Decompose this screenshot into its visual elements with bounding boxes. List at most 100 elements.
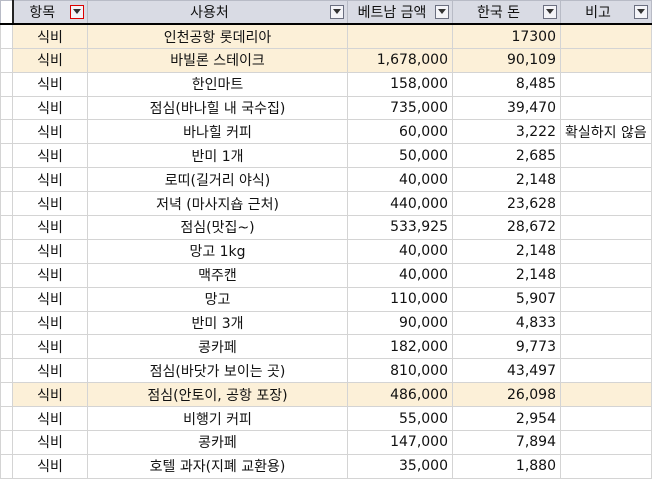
cell-krw[interactable]: 2,148 xyxy=(452,262,561,288)
filter-dropdown-icon[interactable] xyxy=(70,5,84,19)
cell-vendor[interactable]: 점심(안토이, 공항 포장) xyxy=(87,382,348,408)
filter-dropdown-icon[interactable] xyxy=(435,5,449,19)
cell-note[interactable] xyxy=(560,406,652,432)
cell-vendor[interactable]: 저녁 (마사지숍 근처) xyxy=(87,191,348,217)
cell-vnd[interactable]: 158,000 xyxy=(347,71,453,97)
cell-category[interactable]: 식비 xyxy=(12,143,88,169)
cell-category[interactable]: 식비 xyxy=(12,262,88,288)
cell-vnd[interactable]: 735,000 xyxy=(347,95,453,121)
cell-vnd[interactable]: 90,000 xyxy=(347,310,453,336)
cell-vendor[interactable]: 바나힐 커피 xyxy=(87,119,348,145)
cell-krw[interactable]: 2,954 xyxy=(452,406,561,432)
cell-vendor[interactable]: 점심(맛집~) xyxy=(87,215,348,240)
cell-vendor[interactable]: 망고 xyxy=(87,286,348,312)
cell-vnd[interactable]: 40,000 xyxy=(347,167,453,193)
cell-note[interactable] xyxy=(560,358,652,384)
cell-category[interactable]: 식비 xyxy=(12,167,88,193)
cell-vendor[interactable]: 망고 1kg xyxy=(87,238,348,264)
cell-krw[interactable]: 2,685 xyxy=(452,143,561,169)
cell-category[interactable]: 식비 xyxy=(12,191,88,217)
cell-vendor[interactable]: 맥주캔 xyxy=(87,262,348,288)
cell-category[interactable]: 식비 xyxy=(12,238,88,264)
cell-note[interactable] xyxy=(560,382,652,408)
cell-vnd[interactable] xyxy=(347,23,453,49)
cell-note[interactable] xyxy=(560,71,652,97)
cell-note[interactable] xyxy=(560,286,652,312)
cell-note[interactable] xyxy=(560,95,652,121)
cell-vnd[interactable]: 440,000 xyxy=(347,191,453,217)
cell-category[interactable]: 식비 xyxy=(12,215,88,240)
cell-note[interactable]: 확실하지 않음 xyxy=(560,119,652,145)
cell-vnd[interactable]: 182,000 xyxy=(347,334,453,360)
cell-krw[interactable]: 26,098 xyxy=(452,382,561,408)
cell-vnd[interactable]: 486,000 xyxy=(347,382,453,408)
cell-note[interactable] xyxy=(560,215,652,240)
cell-vendor[interactable]: 콩카페 xyxy=(87,334,348,360)
cell-vendor[interactable]: 인천공항 롯데리아 xyxy=(87,23,348,49)
cell-category[interactable]: 식비 xyxy=(12,406,88,432)
cell-krw[interactable]: 43,497 xyxy=(452,358,561,384)
cell-note[interactable] xyxy=(560,191,652,217)
cell-krw[interactable]: 4,833 xyxy=(452,310,561,336)
cell-krw[interactable]: 2,148 xyxy=(452,167,561,193)
cell-note[interactable] xyxy=(560,23,652,49)
cell-vnd[interactable]: 147,000 xyxy=(347,430,453,455)
cell-vnd[interactable]: 110,000 xyxy=(347,286,453,312)
cell-vnd[interactable]: 1,678,000 xyxy=(347,47,453,73)
cell-category[interactable]: 식비 xyxy=(12,286,88,312)
cell-vendor[interactable]: 콩카페 xyxy=(87,430,348,455)
cell-vendor[interactable]: 로띠(길거리 야식) xyxy=(87,167,348,193)
filter-dropdown-icon[interactable] xyxy=(330,5,344,19)
cell-krw[interactable]: 23,628 xyxy=(452,191,561,217)
cell-krw[interactable]: 2,148 xyxy=(452,238,561,264)
cell-category[interactable]: 식비 xyxy=(12,47,88,73)
cell-vendor[interactable]: 한인마트 xyxy=(87,71,348,97)
cell-vnd[interactable]: 50,000 xyxy=(347,143,453,169)
cell-krw[interactable]: 90,109 xyxy=(452,47,561,73)
filter-dropdown-icon[interactable] xyxy=(634,5,648,19)
cell-vnd[interactable]: 35,000 xyxy=(347,453,453,479)
cell-vendor[interactable]: 점심(바나힐 내 국수집) xyxy=(87,95,348,121)
cell-vendor[interactable]: 바빌론 스테이크 xyxy=(87,47,348,73)
cell-krw[interactable]: 1,880 xyxy=(452,453,561,479)
cell-category[interactable]: 식비 xyxy=(12,430,88,455)
cell-category[interactable]: 식비 xyxy=(12,310,88,336)
cell-category[interactable]: 식비 xyxy=(12,23,88,49)
cell-category[interactable]: 식비 xyxy=(12,334,88,360)
cell-note[interactable] xyxy=(560,310,652,336)
filter-dropdown-icon[interactable] xyxy=(543,5,557,19)
cell-vnd[interactable]: 40,000 xyxy=(347,238,453,264)
cell-krw[interactable]: 39,470 xyxy=(452,95,561,121)
cell-krw[interactable]: 3,222 xyxy=(452,119,561,145)
cell-vnd[interactable]: 810,000 xyxy=(347,358,453,384)
cell-note[interactable] xyxy=(560,238,652,264)
cell-note[interactable] xyxy=(560,453,652,479)
cell-vnd[interactable]: 60,000 xyxy=(347,119,453,145)
cell-vnd[interactable]: 533,925 xyxy=(347,215,453,240)
cell-category[interactable]: 식비 xyxy=(12,382,88,408)
cell-krw[interactable]: 9,773 xyxy=(452,334,561,360)
cell-vendor[interactable]: 반미 1개 xyxy=(87,143,348,169)
cell-category[interactable]: 식비 xyxy=(12,358,88,384)
cell-krw[interactable]: 7,894 xyxy=(452,430,561,455)
cell-note[interactable] xyxy=(560,143,652,169)
cell-vendor[interactable]: 비행기 커피 xyxy=(87,406,348,432)
cell-note[interactable] xyxy=(560,334,652,360)
cell-category[interactable]: 식비 xyxy=(12,119,88,145)
cell-category[interactable]: 식비 xyxy=(12,95,88,121)
cell-note[interactable] xyxy=(560,430,652,455)
cell-krw[interactable]: 5,907 xyxy=(452,286,561,312)
cell-vnd[interactable]: 40,000 xyxy=(347,262,453,288)
cell-krw[interactable]: 8,485 xyxy=(452,71,561,97)
cell-category[interactable]: 식비 xyxy=(12,71,88,97)
cell-vendor[interactable]: 점심(바닷가 보이는 곳) xyxy=(87,358,348,384)
cell-vnd[interactable]: 55,000 xyxy=(347,406,453,432)
cell-note[interactable] xyxy=(560,262,652,288)
cell-note[interactable] xyxy=(560,47,652,73)
cell-vendor[interactable]: 호텔 과자(지폐 교환용) xyxy=(87,453,348,479)
cell-category[interactable]: 식비 xyxy=(12,453,88,479)
cell-krw[interactable]: 28,672 xyxy=(452,215,561,240)
cell-vendor[interactable]: 반미 3개 xyxy=(87,310,348,336)
cell-note[interactable] xyxy=(560,167,652,193)
cell-krw[interactable]: 17300 xyxy=(452,23,561,49)
